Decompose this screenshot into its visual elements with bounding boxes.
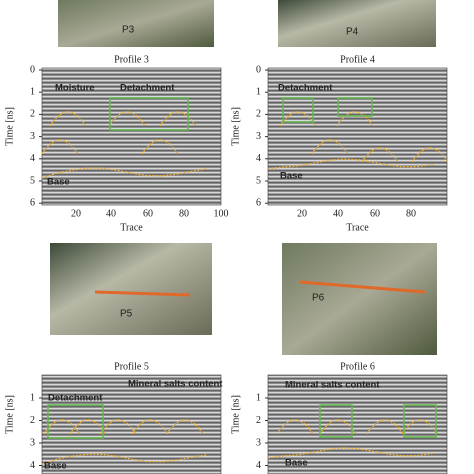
y-tick-label: 5 [256,175,261,186]
x-tick-label: 60 [143,208,153,219]
profile-line [299,280,426,294]
y-tick-label: 3 [256,437,261,448]
radargram [267,67,448,206]
photo-label: P3 [122,25,135,36]
profile-line [94,290,191,297]
y-tick-label: 2 [30,109,35,120]
x-tick-label: 40 [333,208,343,219]
annotation: Detachment [120,83,175,94]
profile-title: Profile 3 [114,54,149,65]
photo [50,243,212,335]
detachment-box [109,97,189,131]
hyperbola [411,147,449,163]
x-tick-label: 40 [106,208,116,219]
detachment-box [282,97,314,123]
y-tick-label: 4 [30,460,35,471]
hyperbola [41,139,79,155]
hyperbola [366,419,404,435]
y-tick-label: 2 [256,415,261,426]
x-axis-label: Trace [346,222,369,233]
annotation: Mineral salts content [285,380,380,391]
hyperbola [131,419,169,435]
base-line [41,167,208,179]
hyperbola [336,111,374,127]
hyperbola [319,419,357,435]
y-tick-label: 1 [30,86,35,97]
annotation: Base [47,177,70,188]
y-tick-label: 3 [30,437,35,448]
y-tick-label: 4 [30,153,35,164]
photo [58,0,214,47]
y-tick-label: 6 [256,197,261,208]
hyperbola [159,111,197,127]
hyperbola [311,139,349,155]
photo-label: P4 [346,27,359,38]
annotation: Detachment [48,393,103,404]
photo-label: P6 [312,293,325,304]
y-tick-label: 3 [256,131,261,142]
y-tick-label: 0 [30,64,35,75]
hyperbola [108,111,146,127]
y-tick-label: 2 [256,109,261,120]
y-tick-label: 0 [256,64,261,75]
photo [282,243,437,355]
hyperbola [361,147,399,163]
y-tick-label: 1 [256,86,261,97]
detachment-box [319,404,353,438]
profile-title: Profile 6 [340,361,375,372]
detachment-box [403,404,437,438]
x-tick-label: 60 [370,208,380,219]
y-axis-label: Time [ns] [4,107,15,146]
y-tick-label: 4 [256,153,261,164]
hyperbola [141,139,179,155]
detachment-box [337,97,373,117]
x-tick-label: 20 [297,208,307,219]
annotation: Base [44,461,67,472]
y-tick-label: 1 [256,392,261,403]
y-tick-label: 1 [30,392,35,403]
y-axis-label: Time [ns] [4,395,15,434]
x-tick-label: 20 [71,208,81,219]
y-axis-label: Time [ns] [230,107,241,146]
x-axis-label: Trace [120,222,143,233]
annotation: Mineral salts content [128,379,223,390]
annotation: Base [285,458,308,469]
annotation: Detachment [278,83,333,94]
x-tick-label: 80 [406,208,416,219]
hyperbola [99,419,137,435]
hyperbola [166,419,204,435]
photo-label: P5 [120,309,133,320]
radargram [267,374,448,474]
photo [278,0,436,47]
detachment-box [47,404,104,439]
y-tick-label: 6 [30,197,35,208]
annotation: Base [280,171,303,182]
profile-title: Profile 4 [340,54,375,65]
y-axis-label: Time [ns] [230,395,241,434]
profile-title: Profile 5 [114,361,149,372]
annotation: Moisture [55,83,95,94]
y-tick-label: 5 [30,175,35,186]
base-line [41,453,208,465]
hyperbola [43,419,81,435]
hyperbola [276,419,314,435]
hyperbola [49,111,87,127]
hyperbola [401,419,439,435]
x-tick-label: 80 [179,208,189,219]
x-tick-label: 100 [214,208,229,219]
y-tick-label: 3 [30,131,35,142]
y-tick-label: 2 [30,415,35,426]
y-tick-label: 4 [256,460,261,471]
